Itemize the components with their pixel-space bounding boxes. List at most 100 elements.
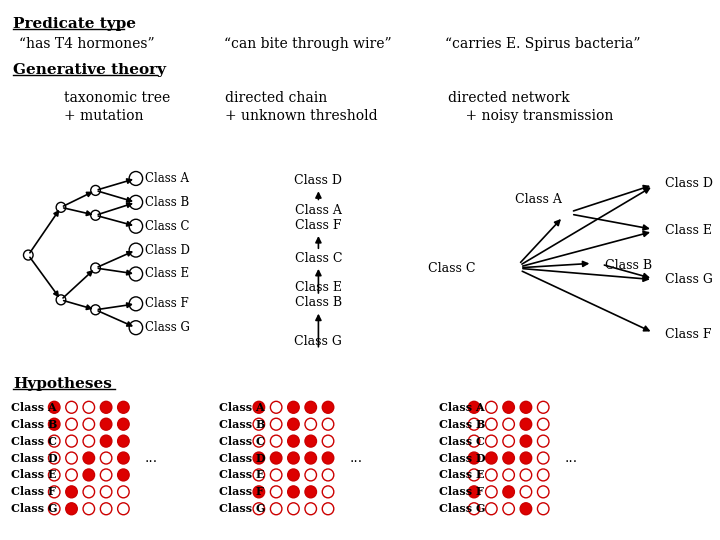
- Text: Class F: Class F: [11, 487, 56, 497]
- Text: ...: ...: [564, 451, 577, 465]
- Circle shape: [117, 401, 129, 413]
- Circle shape: [288, 503, 300, 515]
- Circle shape: [271, 401, 282, 413]
- Circle shape: [24, 250, 33, 260]
- Circle shape: [83, 486, 94, 498]
- Text: Class D: Class D: [438, 453, 485, 463]
- Circle shape: [253, 486, 265, 498]
- Circle shape: [323, 486, 334, 498]
- Text: directed chain
+ unknown threshold: directed chain + unknown threshold: [225, 91, 378, 123]
- Text: “carries E. Spirus bacteria”: “carries E. Spirus bacteria”: [445, 37, 641, 51]
- Circle shape: [271, 469, 282, 481]
- Circle shape: [117, 452, 129, 464]
- Circle shape: [323, 452, 334, 464]
- Circle shape: [83, 401, 94, 413]
- Circle shape: [520, 401, 531, 413]
- Circle shape: [485, 503, 497, 515]
- Circle shape: [537, 435, 549, 447]
- Circle shape: [305, 452, 317, 464]
- Text: Class D: Class D: [665, 177, 714, 190]
- Text: Class A: Class A: [220, 402, 265, 413]
- Circle shape: [91, 263, 100, 273]
- Circle shape: [83, 418, 94, 430]
- Text: Class A: Class A: [11, 402, 57, 413]
- Circle shape: [468, 503, 480, 515]
- Circle shape: [271, 486, 282, 498]
- Circle shape: [288, 435, 300, 447]
- Circle shape: [48, 486, 60, 498]
- Circle shape: [520, 503, 531, 515]
- Circle shape: [56, 202, 66, 212]
- Text: Class G: Class G: [11, 503, 58, 514]
- Text: Class A: Class A: [145, 172, 189, 185]
- Text: Class G: Class G: [665, 273, 713, 286]
- Circle shape: [503, 452, 514, 464]
- Circle shape: [117, 418, 129, 430]
- Text: Predicate type: Predicate type: [13, 17, 136, 31]
- Circle shape: [503, 401, 514, 413]
- Text: Class A: Class A: [515, 193, 562, 206]
- Text: Class G: Class G: [145, 321, 190, 334]
- Text: Class C: Class C: [11, 436, 57, 447]
- Circle shape: [117, 503, 129, 515]
- Text: Class B: Class B: [145, 196, 190, 209]
- Circle shape: [100, 401, 112, 413]
- Circle shape: [100, 503, 112, 515]
- Circle shape: [129, 321, 143, 335]
- Circle shape: [66, 418, 77, 430]
- Circle shape: [537, 418, 549, 430]
- Circle shape: [305, 418, 317, 430]
- Circle shape: [468, 452, 480, 464]
- Circle shape: [253, 401, 265, 413]
- Circle shape: [485, 469, 497, 481]
- Text: Class D: Class D: [294, 174, 343, 187]
- Circle shape: [485, 401, 497, 413]
- Text: Class A: Class A: [438, 402, 484, 413]
- Circle shape: [288, 418, 300, 430]
- Circle shape: [468, 418, 480, 430]
- Text: Generative theory: Generative theory: [13, 63, 166, 77]
- Text: Class C: Class C: [294, 252, 342, 265]
- Circle shape: [520, 486, 531, 498]
- Circle shape: [288, 452, 300, 464]
- Circle shape: [66, 452, 77, 464]
- Text: Class F: Class F: [438, 487, 483, 497]
- Text: Class G: Class G: [294, 335, 342, 348]
- Circle shape: [305, 401, 317, 413]
- Text: Class E: Class E: [438, 469, 484, 481]
- Circle shape: [468, 469, 480, 481]
- Text: Class G: Class G: [438, 503, 485, 514]
- Circle shape: [323, 503, 334, 515]
- Circle shape: [468, 486, 480, 498]
- Text: “can bite through wire”: “can bite through wire”: [224, 37, 392, 51]
- Circle shape: [271, 503, 282, 515]
- Circle shape: [66, 469, 77, 481]
- Circle shape: [520, 435, 531, 447]
- Text: ...: ...: [145, 451, 158, 465]
- Circle shape: [253, 469, 265, 481]
- Circle shape: [66, 435, 77, 447]
- Text: Class F: Class F: [665, 328, 712, 341]
- Circle shape: [91, 305, 100, 315]
- Text: Class C: Class C: [438, 436, 485, 447]
- Circle shape: [305, 503, 317, 515]
- Circle shape: [503, 469, 514, 481]
- Circle shape: [117, 469, 129, 481]
- Circle shape: [91, 185, 100, 195]
- Circle shape: [468, 435, 480, 447]
- Circle shape: [271, 435, 282, 447]
- Text: Class D: Class D: [145, 244, 190, 256]
- Circle shape: [485, 486, 497, 498]
- Text: Class E: Class E: [11, 469, 56, 481]
- Text: taxonomic tree
+ mutation: taxonomic tree + mutation: [64, 91, 170, 123]
- Text: directed network
    + noisy transmission: directed network + noisy transmission: [448, 91, 613, 123]
- Circle shape: [253, 503, 265, 515]
- Text: Class C: Class C: [428, 261, 475, 274]
- Circle shape: [485, 452, 497, 464]
- Circle shape: [100, 452, 112, 464]
- Circle shape: [48, 418, 60, 430]
- Circle shape: [503, 435, 514, 447]
- Circle shape: [253, 452, 265, 464]
- Circle shape: [537, 469, 549, 481]
- Circle shape: [537, 486, 549, 498]
